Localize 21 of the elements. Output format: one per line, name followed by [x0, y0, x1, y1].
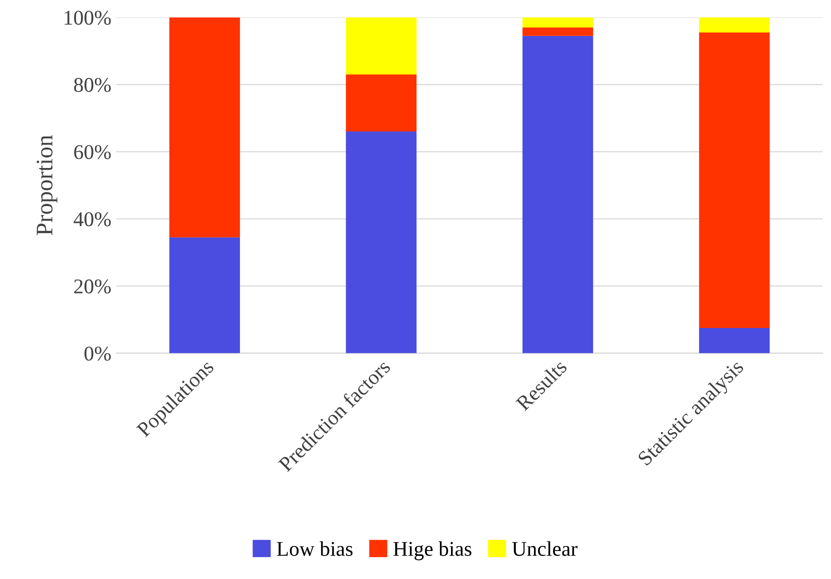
y-tick-label: 80% — [74, 78, 111, 92]
y-tick-label: 20% — [74, 279, 111, 294]
legend-label: Hige bias — [393, 541, 472, 560]
y-tick-label: 0% — [84, 346, 111, 361]
bar — [522, 17, 594, 28]
bar — [169, 237, 240, 354]
bar — [522, 27, 594, 36]
y-tick-label: 60% — [74, 145, 111, 160]
y-axis-title: Proportion — [36, 135, 58, 236]
bar — [699, 17, 770, 32]
bar — [169, 17, 240, 238]
y-tick-label: 100% — [64, 10, 111, 25]
bar — [346, 132, 417, 354]
bar — [346, 74, 417, 132]
legend-label: Unclear — [512, 541, 578, 556]
legend-label: Low bias — [276, 541, 352, 556]
y-tick-label: 40% — [74, 212, 111, 226]
bar — [346, 17, 417, 74]
bar — [522, 36, 594, 354]
bar — [699, 32, 770, 328]
bar — [699, 328, 770, 354]
